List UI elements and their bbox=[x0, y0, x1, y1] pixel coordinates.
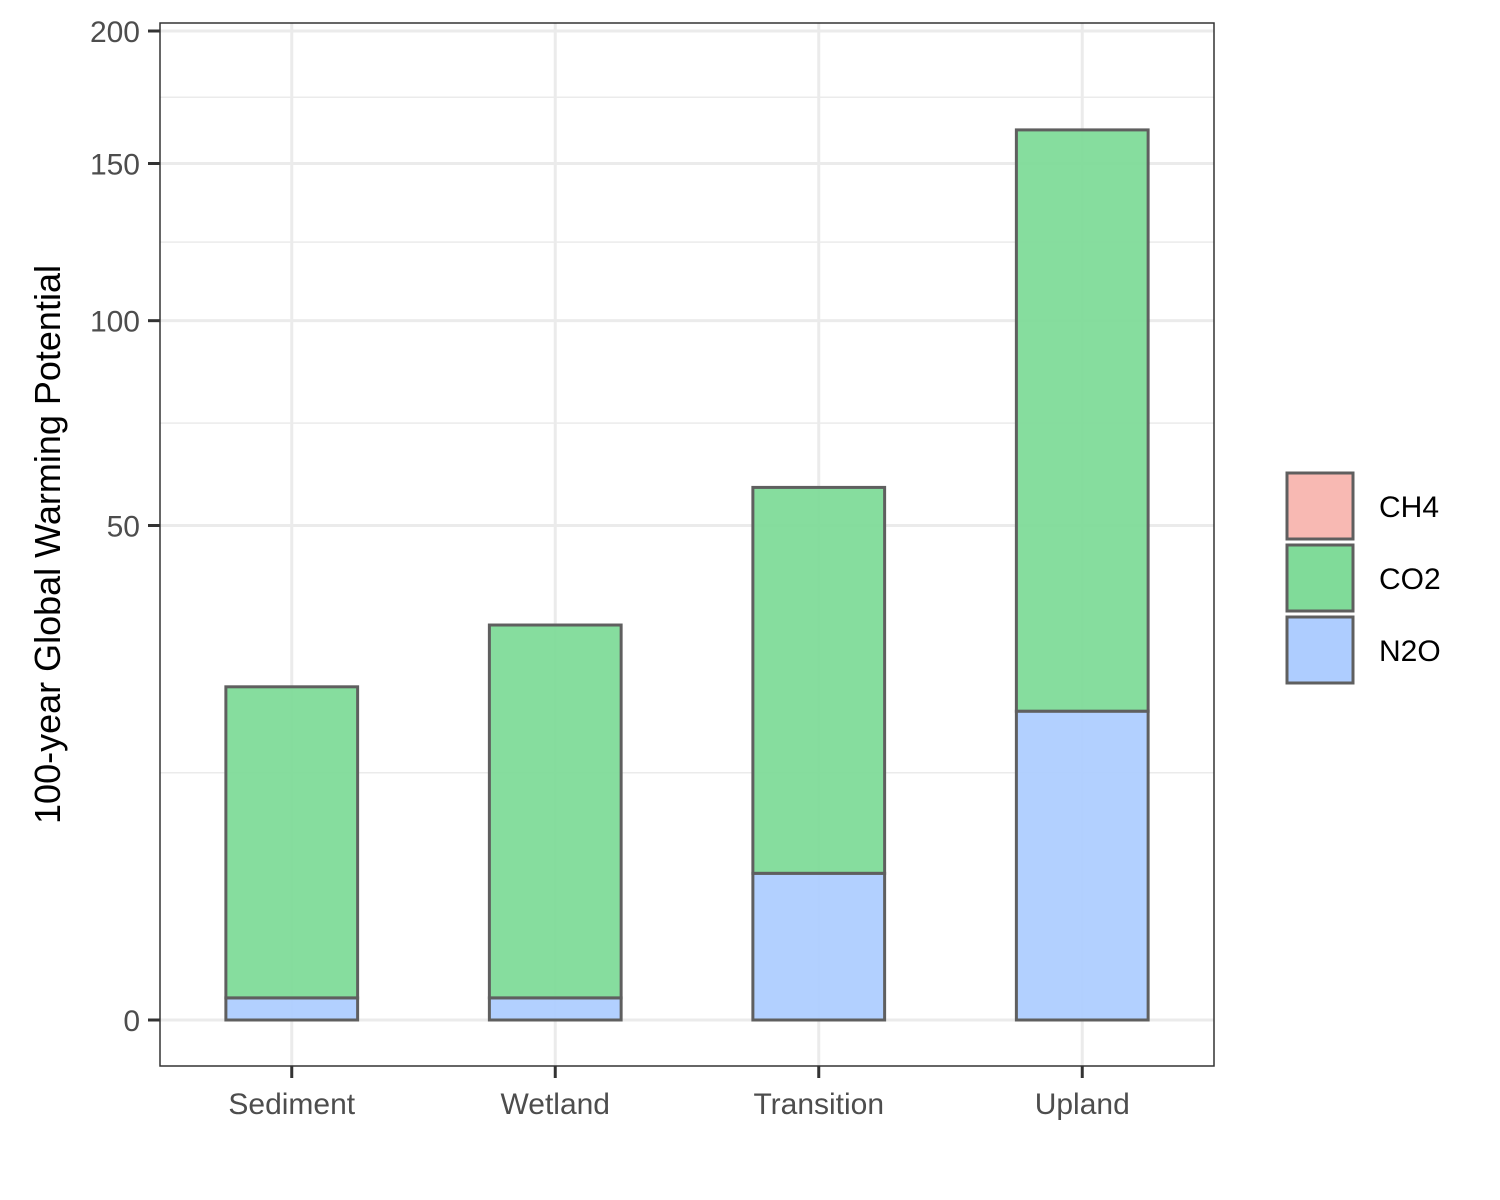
legend: CH4 CO2 N2O bbox=[1285, 471, 1441, 685]
y-tick-label: 50 bbox=[107, 511, 140, 544]
bar-segment-sediment-n2o bbox=[224, 996, 360, 1022]
y-tick-label: 150 bbox=[90, 149, 140, 182]
panel-border bbox=[159, 22, 1215, 1067]
bar-segment-transition-n2o bbox=[751, 871, 887, 1022]
legend-key-n2o bbox=[1285, 615, 1355, 685]
bar-segment-wetland-n2o bbox=[487, 996, 623, 1022]
y-axis: 0 50 100 150 200 bbox=[90, 16, 160, 1038]
legend-key-ch4 bbox=[1285, 471, 1355, 541]
bar-segment-sediment-co2 bbox=[224, 685, 360, 1000]
bar-stacks bbox=[224, 128, 1150, 1022]
y-tick-label: 100 bbox=[90, 306, 140, 339]
legend-label-co2: CO2 bbox=[1379, 563, 1441, 596]
x-tick-label: Upland bbox=[1035, 1088, 1130, 1121]
legend-label-n2o: N2O bbox=[1379, 635, 1441, 668]
legend-label-ch4: CH4 bbox=[1379, 491, 1439, 524]
x-tick-label: Transition bbox=[753, 1088, 884, 1121]
bar-segment-transition-co2 bbox=[751, 485, 887, 875]
bar-segment-upland-n2o bbox=[1014, 709, 1150, 1022]
x-tick-label: Wetland bbox=[500, 1088, 610, 1121]
bar-segment-upland-co2 bbox=[1014, 128, 1150, 713]
x-axis: Sediment Wetland Transition Upland bbox=[228, 1066, 1130, 1121]
y-axis-title: 100-year Global Warming Potential bbox=[27, 265, 68, 824]
y-tick-label: 0 bbox=[123, 1005, 140, 1038]
bar-segment-wetland-co2 bbox=[487, 623, 623, 1000]
legend-key-co2 bbox=[1285, 543, 1355, 613]
x-tick-label: Sediment bbox=[228, 1088, 355, 1121]
y-tick-label: 200 bbox=[90, 16, 140, 49]
